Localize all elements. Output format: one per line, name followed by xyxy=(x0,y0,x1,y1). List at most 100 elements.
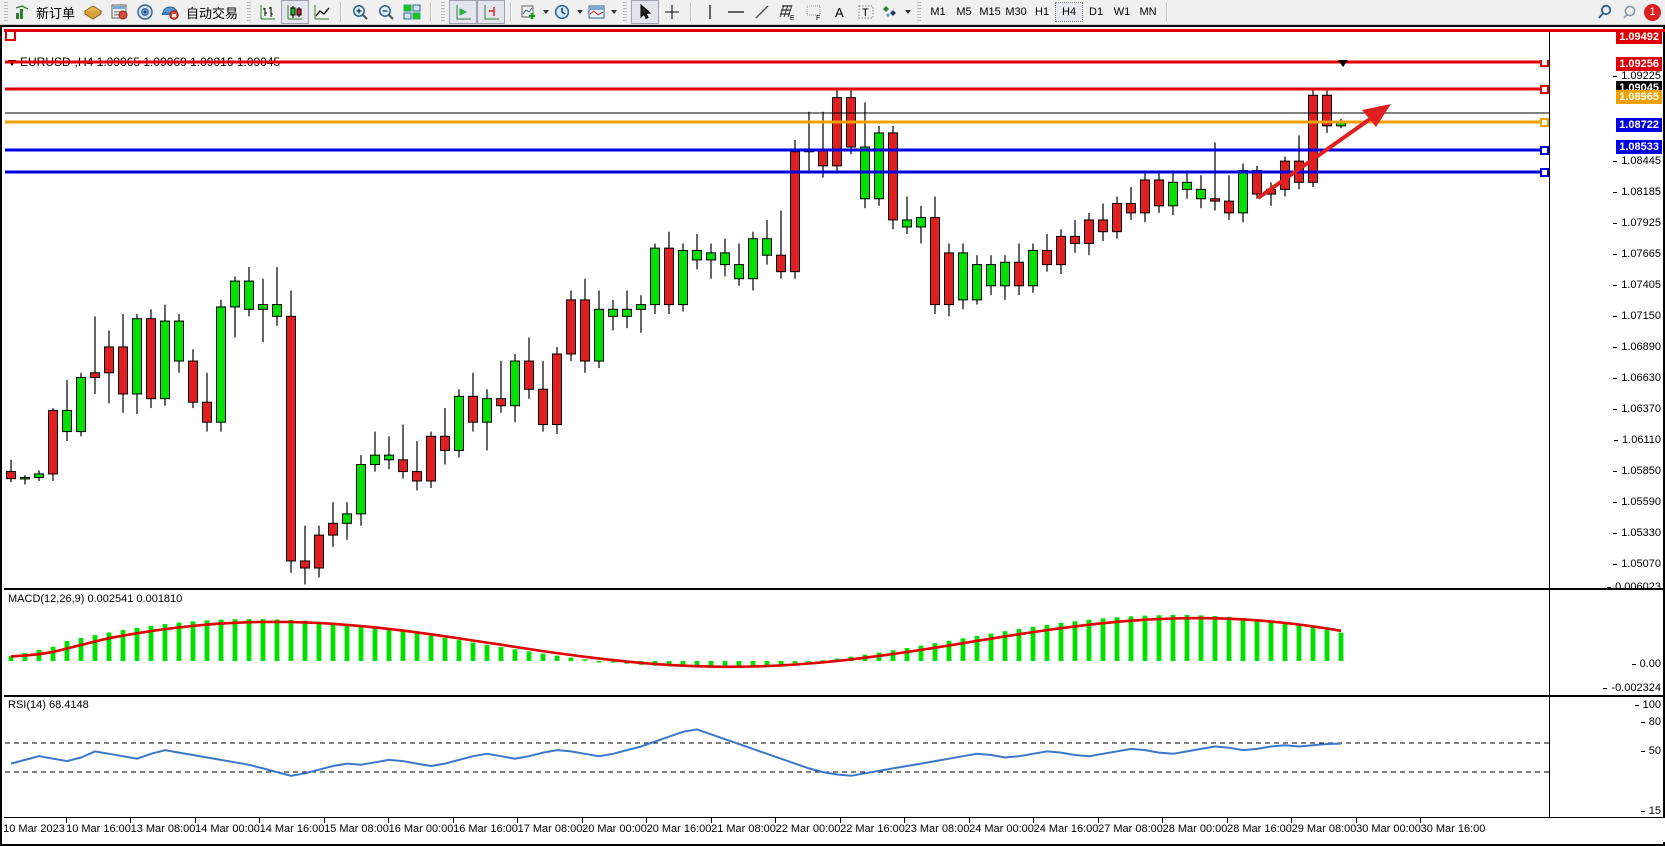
rsi-tick-50: 50 xyxy=(1640,745,1661,757)
price-pane[interactable] xyxy=(5,60,1550,588)
support-2-handle[interactable] xyxy=(1540,168,1549,177)
cursor-button[interactable] xyxy=(631,0,660,24)
timeframe-m1[interactable]: M1 xyxy=(930,6,946,18)
macd-pane[interactable] xyxy=(5,593,1550,691)
time-tick: 16 Mar 16:00 xyxy=(453,823,518,835)
periods-caret-icon[interactable] xyxy=(577,10,584,14)
time-tick-mark xyxy=(968,818,970,823)
price-tick-1-06370: 1.06370 xyxy=(1613,403,1661,415)
timeframe-h4[interactable]: H4 xyxy=(1055,2,1084,22)
zoom-out-icon xyxy=(379,5,394,20)
indicators-caret-icon[interactable] xyxy=(543,10,550,14)
timeframe-d1[interactable]: D1 xyxy=(1089,6,1104,18)
time-tick: 30 Mar 00:00 xyxy=(1356,823,1421,835)
candle xyxy=(538,388,548,426)
templates-button[interactable] xyxy=(585,1,619,23)
macd-bar xyxy=(1170,614,1176,661)
macd-bar xyxy=(1072,621,1078,661)
horizontal-line-button[interactable] xyxy=(723,1,749,23)
tile-windows-button[interactable] xyxy=(399,1,425,23)
time-tick: 29 Mar 08:00 xyxy=(1291,823,1357,835)
indicators-button[interactable] xyxy=(517,1,551,23)
timeframe-w1[interactable]: W1 xyxy=(1113,6,1131,18)
bar-chart-button[interactable] xyxy=(255,1,281,23)
macd-bar xyxy=(526,651,532,661)
candle xyxy=(314,534,324,569)
orange-level-handle[interactable] xyxy=(1540,118,1549,127)
timeframe-mn[interactable]: MN xyxy=(1139,6,1157,18)
periods-icon xyxy=(554,4,570,20)
toolbar-grip-4[interactable] xyxy=(623,2,628,22)
timeframe-m30[interactable]: M30 xyxy=(1005,6,1027,18)
macd-bar xyxy=(890,650,896,661)
equidistant-channel-button[interactable]: F xyxy=(801,1,827,23)
macd-bar xyxy=(904,647,910,661)
periods-button[interactable] xyxy=(551,1,585,23)
search-button[interactable] xyxy=(1592,1,1618,23)
toolbar-grip-3[interactable] xyxy=(441,2,446,22)
toolbar-grip[interactable] xyxy=(4,2,8,22)
support-1-handle[interactable] xyxy=(1540,146,1549,155)
candle xyxy=(524,360,534,390)
candle xyxy=(62,409,72,433)
macd-bar xyxy=(1240,617,1246,661)
shapes-caret-icon[interactable] xyxy=(905,10,912,14)
zoom-out-button[interactable] xyxy=(373,1,399,23)
vertical-line-button[interactable] xyxy=(697,1,723,23)
rsi-pane[interactable] xyxy=(5,699,1550,821)
scroll-start-button[interactable] xyxy=(449,0,478,24)
resistance-2-handle[interactable] xyxy=(1540,85,1549,94)
candlestick-series xyxy=(6,88,1346,585)
new-order-button[interactable]: 新订单 xyxy=(12,1,80,23)
toolbar-grip-5[interactable] xyxy=(917,2,922,22)
toolbar-grip-2[interactable] xyxy=(247,2,252,22)
auto-trading-button[interactable]: 自动交易 xyxy=(158,1,243,23)
crosshair-button[interactable] xyxy=(659,1,685,23)
rsi-pane-separator[interactable] xyxy=(4,695,1665,697)
timeframe-h1[interactable]: H1 xyxy=(1035,6,1050,18)
macd-bar xyxy=(1310,627,1316,661)
up-arrow-annotation[interactable] xyxy=(1256,104,1391,200)
candlestick-chart-button[interactable] xyxy=(281,0,310,24)
fibonacci-button[interactable]: E xyxy=(775,1,801,23)
macd-bar xyxy=(960,638,966,661)
macd-bar xyxy=(1198,615,1204,661)
macd-bar xyxy=(204,620,210,661)
chart-window[interactable]: EURUSD-,H4 1.09065 1.09069 1.09016 1.090… xyxy=(0,25,1665,846)
new-order-label: 新订单 xyxy=(36,5,76,21)
text-button[interactable]: A xyxy=(827,1,853,23)
expert-advisors-button[interactable] xyxy=(80,1,106,23)
trendline-button[interactable] xyxy=(749,1,775,23)
text-label-button[interactable]: T xyxy=(853,1,879,23)
navigator-button[interactable] xyxy=(132,1,158,23)
data-window-button[interactable] xyxy=(106,1,132,23)
line-chart-button[interactable] xyxy=(309,1,335,23)
candle xyxy=(132,318,142,395)
timeframe-m15[interactable]: M15 xyxy=(979,6,1001,18)
candle xyxy=(328,522,338,536)
macd-pane-separator[interactable] xyxy=(4,588,1665,590)
timeframe-m5[interactable]: M5 xyxy=(956,6,972,18)
candle xyxy=(1154,179,1164,207)
notification-count-badge[interactable]: 1 xyxy=(1644,3,1661,21)
time-scale[interactable]: 10 Mar 2023 10 Mar 16:00 13 Mar 08:00 14 Ma… xyxy=(1,817,1665,842)
templates-caret-icon[interactable] xyxy=(611,10,618,14)
candle xyxy=(972,264,982,301)
zoom-in-button[interactable] xyxy=(347,1,373,23)
time-tick-mark xyxy=(904,818,905,823)
candle xyxy=(818,148,828,167)
candle xyxy=(1168,181,1178,207)
time-tick: 23 Mar 08:00 xyxy=(904,823,970,835)
candle xyxy=(916,217,926,228)
candle xyxy=(706,252,716,261)
top-red-line xyxy=(4,29,1665,32)
candle xyxy=(34,473,44,478)
notifications-button[interactable] xyxy=(1618,1,1644,23)
chart-shift-button[interactable] xyxy=(477,0,506,24)
macd-bar xyxy=(736,661,742,667)
resistance-1-handle[interactable] xyxy=(1540,60,1549,67)
shapes-button[interactable] xyxy=(879,1,913,23)
macd-bar xyxy=(386,629,392,661)
price-scale[interactable]: 1.09492 1.09256 1.09225 1.09045 1.08965 … xyxy=(1549,30,1663,836)
cursor-icon xyxy=(640,3,652,20)
